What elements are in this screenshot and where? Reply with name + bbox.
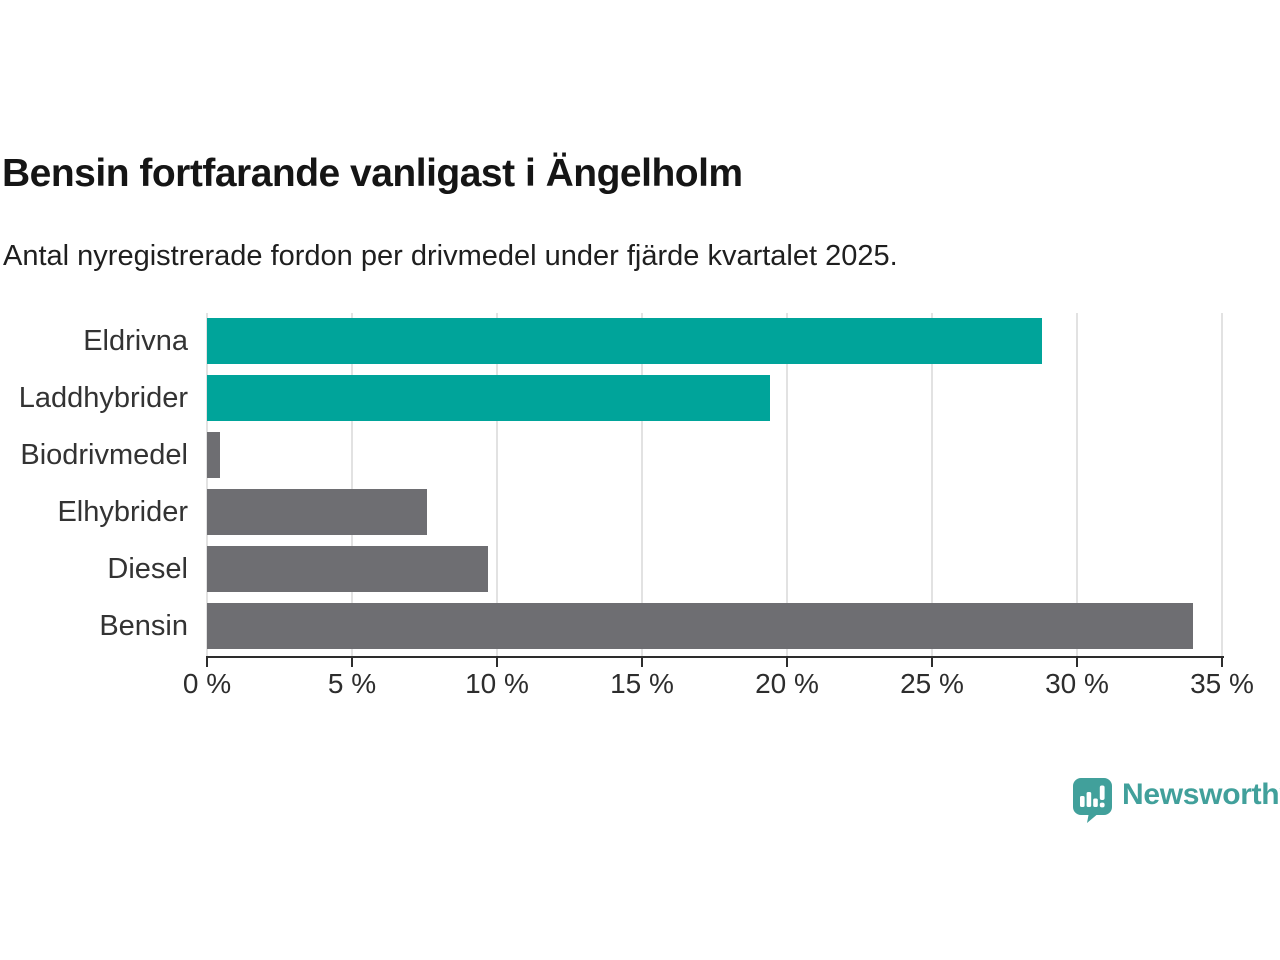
x-axis-tick-label: 30 % [1045, 668, 1109, 699]
x-axis-line [206, 656, 1224, 658]
x-axis-tick-label: 25 % [900, 668, 964, 699]
gridline [496, 313, 498, 657]
bar [207, 432, 220, 478]
gridline [206, 313, 208, 657]
category-label: Eldrivna [83, 325, 188, 357]
logo-bar-1 [1080, 796, 1085, 807]
newsworthy-logo-text: Newsworthy [1122, 778, 1280, 811]
logo-bar-3 [1093, 798, 1098, 807]
category-label: Elhybrider [57, 496, 188, 528]
logo-exclamation-stem [1099, 785, 1105, 800]
x-axis-tick [1076, 656, 1078, 667]
x-axis-tick [206, 656, 208, 667]
x-axis-tick-label: 15 % [610, 668, 674, 699]
bar [207, 375, 770, 421]
x-axis-tick [496, 656, 498, 667]
x-axis-tick [931, 656, 933, 667]
x-axis-tick-label: 0 % [182, 668, 232, 699]
newsworthy-branding: Newsworthy [1072, 777, 1280, 823]
bar [207, 546, 488, 592]
bar [207, 489, 427, 535]
gridline [351, 313, 353, 657]
logo-bar-2 [1086, 792, 1092, 807]
category-label: Laddhybrider [18, 382, 188, 414]
logo-exclamation-dot [1099, 802, 1105, 808]
gridline [1076, 313, 1078, 657]
bar-chart-plot: Eldrivna Laddhybrider Biodrivmedel Elhybrid… [0, 311, 1280, 711]
bar [207, 603, 1193, 649]
category-label: Diesel [107, 553, 188, 585]
x-axis-tick [1221, 656, 1223, 667]
x-axis-tick-label: 35 % [1190, 668, 1254, 699]
category-label: Bensin [99, 610, 188, 642]
chart-title: Bensin fortfarande vanligast i Ängelholm [2, 152, 743, 195]
x-axis-tick-label: 10 % [465, 668, 529, 699]
x-axis-tick [351, 656, 353, 667]
gridline [641, 313, 643, 657]
newsworthy-logo-icon [1073, 778, 1112, 823]
x-axis-tick [786, 656, 788, 667]
chart-subtitle: Antal nyregistrerade fordon per drivmede… [3, 240, 898, 272]
bar [207, 318, 1042, 364]
x-axis-tick-label: 20 % [755, 668, 819, 699]
gridline [931, 313, 933, 657]
gridline [786, 313, 788, 657]
x-axis-tick-label: 5 % [327, 668, 377, 699]
x-axis-tick [641, 656, 643, 667]
gridline [1221, 313, 1223, 657]
category-label: Biodrivmedel [20, 439, 188, 471]
